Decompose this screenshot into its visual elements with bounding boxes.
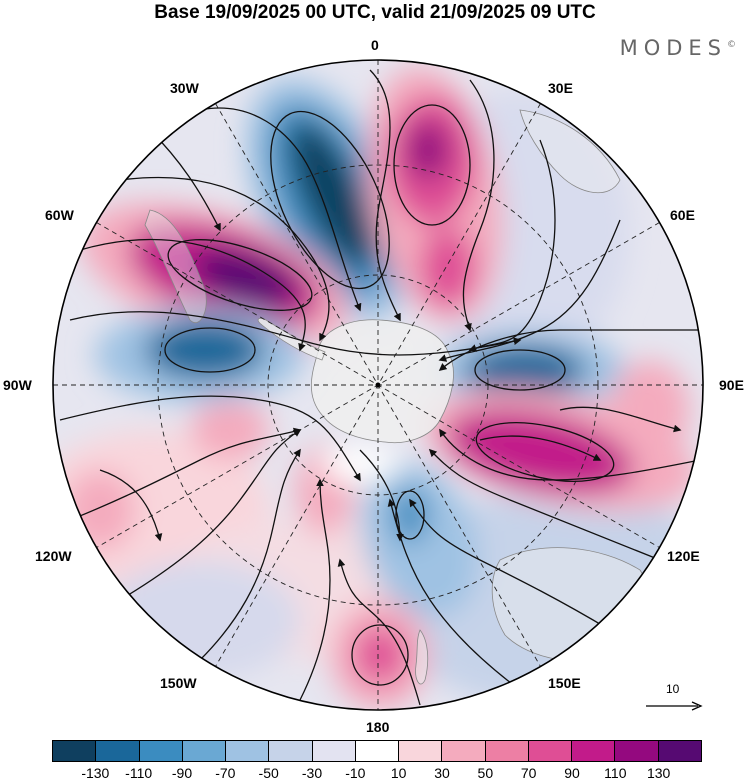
colorbar-tick-label: 110 bbox=[604, 765, 627, 781]
lon-label-150e: 150E bbox=[548, 675, 581, 691]
colorbar-swatch bbox=[355, 741, 400, 761]
streamline bbox=[199, 448, 301, 661]
map-title: Base 19/09/2025 00 UTC, valid 21/09/2025… bbox=[154, 2, 596, 23]
colorbar-tick-label: -110 bbox=[125, 765, 153, 781]
streamline bbox=[69, 311, 522, 356]
colorbar-tick-label: 30 bbox=[434, 765, 450, 781]
colorbar-tick-label: -10 bbox=[345, 765, 366, 781]
streamline bbox=[409, 498, 611, 631]
colorbar-swatch bbox=[226, 741, 270, 761]
colorbar-swatch bbox=[53, 741, 97, 761]
lon-label-120e: 120E bbox=[667, 548, 700, 564]
colorbar-tick-label: -50 bbox=[258, 765, 279, 781]
lon-label-60e: 60E bbox=[670, 207, 695, 223]
new-zealand-land bbox=[415, 629, 429, 685]
colorbar-tick-label: -90 bbox=[171, 765, 193, 781]
streamlines bbox=[59, 69, 701, 706]
colorbar-tick-label: 70 bbox=[520, 765, 537, 781]
brand-name: MODES bbox=[619, 36, 727, 60]
colorbar-swatch bbox=[442, 741, 486, 761]
circulation-loop bbox=[270, 110, 390, 290]
colorbar-swatch bbox=[96, 741, 140, 761]
streamline bbox=[559, 406, 682, 433]
colorbar-swatch bbox=[658, 741, 701, 761]
circulation-loop bbox=[393, 104, 471, 226]
circulation-loop bbox=[395, 490, 425, 540]
lon-label-120w: 120W bbox=[35, 548, 72, 564]
colorbar-tick-label: 90 bbox=[564, 765, 580, 781]
streamline bbox=[479, 435, 602, 461]
colorbar-swatch bbox=[399, 741, 443, 761]
copyright-mark: © bbox=[727, 40, 736, 50]
streamline bbox=[462, 79, 495, 332]
africa-land bbox=[519, 109, 621, 194]
colorbar-swatch bbox=[139, 741, 183, 761]
reference-vector: 10 bbox=[646, 682, 706, 714]
map-border bbox=[52, 59, 704, 711]
streamline bbox=[299, 478, 331, 701]
colorbar-tick-label: -30 bbox=[301, 765, 323, 781]
colorbar-swatch bbox=[269, 741, 313, 761]
streamline bbox=[199, 107, 362, 312]
lon-label-30w: 30W bbox=[170, 80, 199, 96]
colorbar-swatch bbox=[182, 741, 227, 761]
circulation-loop bbox=[167, 239, 313, 311]
lon-label-30e: 30E bbox=[548, 80, 573, 96]
streamline bbox=[438, 219, 621, 362]
lon-label-90w: 90W bbox=[3, 377, 32, 393]
colorbar-swatch bbox=[615, 741, 659, 761]
pole-marker bbox=[375, 382, 381, 388]
streamline bbox=[59, 395, 361, 482]
colorbar-tick-label: 50 bbox=[477, 765, 494, 781]
colorbar-tick-label: -130 bbox=[81, 765, 110, 781]
australia-land bbox=[491, 547, 651, 662]
streamline bbox=[438, 329, 700, 371]
colorbar-swatch bbox=[528, 741, 573, 761]
colorbar-tick-label: 10 bbox=[390, 765, 407, 781]
streamline bbox=[69, 427, 302, 521]
colorbar-tick-label: 130 bbox=[646, 765, 671, 781]
antarctica-land bbox=[310, 319, 454, 444]
streamline bbox=[99, 469, 163, 542]
streamline bbox=[79, 238, 306, 352]
circulation-loop bbox=[351, 624, 409, 686]
reference-arrow-icon bbox=[646, 701, 703, 711]
streamline bbox=[359, 449, 404, 542]
lon-label-60w: 60W bbox=[45, 207, 74, 223]
circulation-loop bbox=[474, 349, 566, 391]
colorbar bbox=[52, 740, 702, 762]
colorbar-swatch bbox=[312, 741, 356, 761]
streamline bbox=[428, 448, 661, 561]
circulation-loop bbox=[164, 327, 256, 373]
circulation-loop bbox=[475, 422, 615, 482]
streamline bbox=[468, 139, 556, 352]
streamline bbox=[337, 558, 421, 706]
lon-label-0: 0 bbox=[371, 37, 379, 53]
south-america-land bbox=[144, 209, 207, 323]
streamline bbox=[369, 69, 401, 322]
colorbar-ticks: -130 -110 -90 -70 -50 -30 -10 10 30 50 70 90 110 130 bbox=[0, 765, 750, 783]
colorbar-swatch bbox=[572, 741, 616, 761]
colorbar-tick-label: -70 bbox=[215, 765, 236, 781]
colorbar-swatch bbox=[485, 741, 529, 761]
lon-label-180: 180 bbox=[366, 719, 390, 735]
streamline bbox=[119, 429, 302, 601]
brand-logo: MODES© bbox=[620, 36, 736, 60]
reference-vector-label: 10 bbox=[666, 682, 680, 696]
lon-label-150w: 150W bbox=[160, 675, 197, 691]
lon-label-90e: 90E bbox=[719, 377, 744, 393]
